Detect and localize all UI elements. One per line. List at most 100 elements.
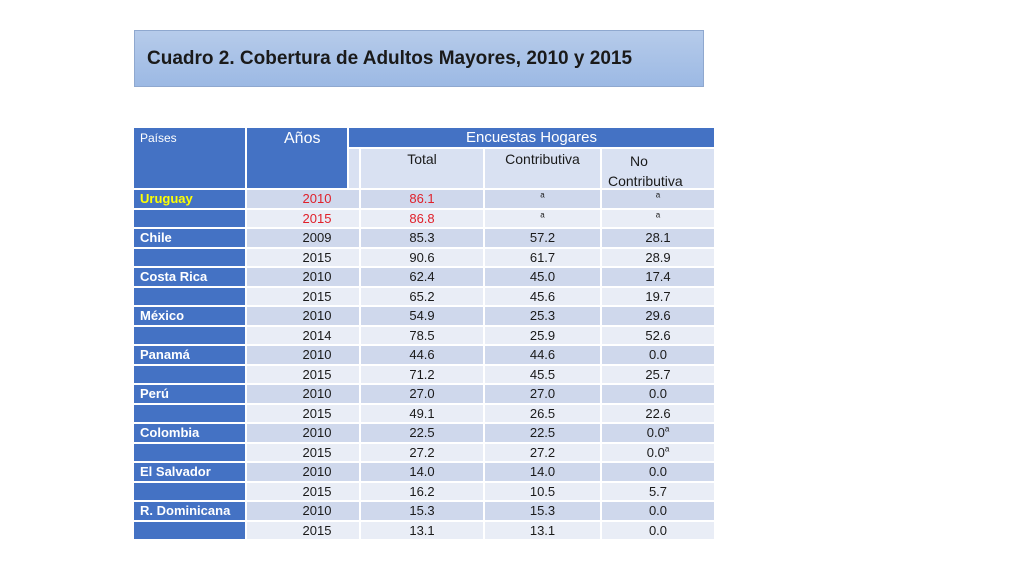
country-cell: México bbox=[134, 307, 247, 327]
total-cell: 78.5 bbox=[361, 326, 485, 346]
total-cell: 65.2 bbox=[361, 287, 485, 307]
no-contributiva-value: 0.0 bbox=[648, 503, 668, 518]
year-cell: 2015 bbox=[247, 443, 361, 463]
contributiva-value: 61.7 bbox=[529, 249, 556, 265]
no-contributiva-cell: 19.7 bbox=[602, 287, 716, 307]
table-row: Perú 2010 27.0 27.0 0.0 bbox=[134, 385, 716, 405]
total-cell: 54.9 bbox=[361, 307, 485, 327]
contributiva-value: 25.3 bbox=[529, 308, 556, 323]
total-cell: 27.2 bbox=[361, 443, 485, 463]
year-cell: 2010 bbox=[247, 502, 361, 522]
no-contributiva-cell: a bbox=[602, 209, 716, 229]
no-contributiva-cell: 0.0 bbox=[602, 502, 716, 522]
year-cell: 2010 bbox=[247, 463, 361, 483]
no-contributiva-cell: 25.7 bbox=[602, 365, 716, 385]
header-no-contributiva-line1: No bbox=[630, 153, 648, 169]
table-row: 2015 86.8 a a bbox=[134, 209, 716, 229]
country-cell bbox=[134, 326, 247, 346]
footnote-mark: a bbox=[664, 444, 670, 454]
no-contributiva-value: 0.0 bbox=[648, 386, 668, 401]
table-row: 2015 27.2 27.2 0.0a bbox=[134, 443, 716, 463]
header-contributiva: Contributiva bbox=[485, 149, 602, 190]
contributiva-value: 57.2 bbox=[529, 230, 556, 245]
table-row: Colombia 2010 22.5 22.5 0.0a bbox=[134, 424, 716, 444]
header-anos-label: Años bbox=[284, 130, 321, 147]
no-contributiva-value: 5.7 bbox=[648, 483, 668, 499]
no-contributiva-value: 25.7 bbox=[645, 366, 671, 382]
header-contributiva-label: Contributiva bbox=[505, 151, 580, 167]
table-row: 2015 13.1 13.1 0.0 bbox=[134, 521, 716, 541]
year-cell: 2009 bbox=[247, 229, 361, 249]
table-row: 2015 71.2 45.5 25.7 bbox=[134, 365, 716, 385]
contributiva-cell: 10.5 bbox=[485, 482, 602, 502]
no-contributiva-value: 19.7 bbox=[645, 288, 671, 304]
country-cell: Uruguay bbox=[134, 190, 247, 210]
table-row: 2015 90.6 61.7 28.9 bbox=[134, 248, 716, 268]
contributiva-cell: 25.3 bbox=[485, 307, 602, 327]
country-cell: El Salvador bbox=[134, 463, 247, 483]
footnote-mark: a bbox=[664, 424, 670, 434]
total-cell: 16.2 bbox=[361, 482, 485, 502]
contributiva-value: 27.2 bbox=[529, 444, 556, 460]
footnote-mark: a bbox=[540, 210, 545, 220]
table-row: Costa Rica 2010 62.4 45.0 17.4 bbox=[134, 268, 716, 288]
country-cell: Chile bbox=[134, 229, 247, 249]
table-row: 2014 78.5 25.9 52.6 bbox=[134, 326, 716, 346]
contributiva-cell: a bbox=[485, 190, 602, 210]
header-paises-label: Países bbox=[140, 131, 177, 145]
no-contributiva-cell: 0.0 bbox=[602, 463, 716, 483]
country-cell bbox=[134, 209, 247, 229]
footnote-mark: a bbox=[540, 190, 545, 200]
contributiva-value: 10.5 bbox=[529, 483, 556, 499]
no-contributiva-cell: a bbox=[602, 190, 716, 210]
table-row: Uruguay 2010 86.1 a a bbox=[134, 190, 716, 210]
header-encuestas: Encuestas Hogares bbox=[349, 128, 716, 149]
contributiva-value: 45.0 bbox=[529, 269, 556, 284]
no-contributiva-value: 0.0 bbox=[648, 522, 668, 538]
year-cell: 2015 bbox=[247, 248, 361, 268]
total-cell: 44.6 bbox=[361, 346, 485, 366]
no-contributiva-value: 22.6 bbox=[645, 405, 671, 421]
year-cell: 2010 bbox=[247, 268, 361, 288]
table-row: 2015 16.2 10.5 5.7 bbox=[134, 482, 716, 502]
table-row: México 2010 54.9 25.3 29.6 bbox=[134, 307, 716, 327]
country-cell: Perú bbox=[134, 385, 247, 405]
total-cell: 71.2 bbox=[361, 365, 485, 385]
table-row: Chile 2009 85.3 57.2 28.1 bbox=[134, 229, 716, 249]
country-cell bbox=[134, 404, 247, 424]
country-cell bbox=[134, 287, 247, 307]
year-cell: 2010 bbox=[247, 307, 361, 327]
year-cell: 2015 bbox=[247, 365, 361, 385]
contributiva-cell: 27.2 bbox=[485, 443, 602, 463]
contributiva-cell: 61.7 bbox=[485, 248, 602, 268]
total-cell: 86.1 bbox=[361, 190, 485, 210]
contributiva-cell: 15.3 bbox=[485, 502, 602, 522]
no-contributiva-cell: 0.0 bbox=[602, 346, 716, 366]
total-cell: 22.5 bbox=[361, 424, 485, 444]
year-cell: 2010 bbox=[247, 190, 361, 210]
contributiva-value: 25.9 bbox=[529, 327, 556, 343]
no-contributiva-cell: 52.6 bbox=[602, 326, 716, 346]
country-cell: R. Dominicana bbox=[134, 502, 247, 522]
no-contributiva-cell: 17.4 bbox=[602, 268, 716, 288]
contributiva-cell: 26.5 bbox=[485, 404, 602, 424]
country-cell bbox=[134, 482, 247, 502]
total-cell: 27.0 bbox=[361, 385, 485, 405]
year-cell: 2015 bbox=[247, 209, 361, 229]
no-contributiva-value: 0.0 bbox=[648, 347, 668, 362]
year-cell: 2010 bbox=[247, 346, 361, 366]
contributiva-value: 15.3 bbox=[529, 503, 556, 518]
no-contributiva-cell: 0.0a bbox=[602, 443, 716, 463]
no-contributiva-cell: 0.0 bbox=[602, 385, 716, 405]
country-cell: Costa Rica bbox=[134, 268, 247, 288]
year-cell: 2015 bbox=[247, 287, 361, 307]
table-row: Panamá 2010 44.6 44.6 0.0 bbox=[134, 346, 716, 366]
total-cell: 15.3 bbox=[361, 502, 485, 522]
contributiva-value: 45.5 bbox=[529, 366, 556, 382]
no-contributiva-cell: 22.6 bbox=[602, 404, 716, 424]
table-row: R. Dominicana 2010 15.3 15.3 0.0 bbox=[134, 502, 716, 522]
total-cell: 49.1 bbox=[361, 404, 485, 424]
total-cell: 62.4 bbox=[361, 268, 485, 288]
year-cell: 2015 bbox=[247, 404, 361, 424]
country-cell: Panamá bbox=[134, 346, 247, 366]
